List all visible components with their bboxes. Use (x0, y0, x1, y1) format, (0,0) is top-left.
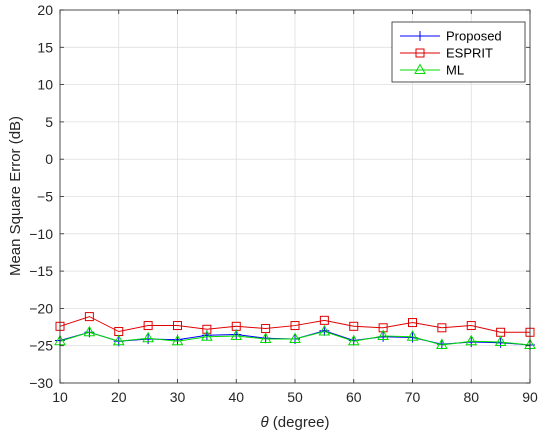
x-axis-title-symbol: θ (260, 414, 268, 431)
data-point-ml (494, 335, 507, 346)
x-tick-label: 40 (228, 389, 244, 405)
data-point-esprit (173, 321, 182, 331)
legend: Proposed ESPRIT ML (391, 21, 526, 83)
data-point-ml (142, 331, 154, 343)
y-tick-label: −5 (37, 189, 53, 205)
data-point-ml (465, 334, 478, 346)
series-ml (54, 324, 536, 349)
legend-box (391, 21, 526, 83)
series-layer (54, 312, 536, 350)
y-tick-label: 5 (45, 114, 53, 130)
x-tick-label: 30 (170, 389, 186, 405)
data-point-ml (436, 338, 448, 349)
y-tick-label: −30 (29, 375, 53, 391)
series-line-ml (59, 331, 531, 346)
y-tick-label: −10 (29, 226, 53, 242)
x-tick-label: 60 (346, 389, 362, 405)
legend-entry-ml: ML (400, 63, 464, 78)
x-tick-label: 80 (463, 389, 479, 405)
data-point-esprit (408, 318, 417, 328)
data-point-esprit (84, 312, 94, 322)
data-point-esprit (437, 323, 447, 333)
x-tick-label: 70 (405, 389, 421, 405)
data-point-esprit (319, 315, 329, 325)
x-axis-title-text: (degree) (269, 414, 330, 431)
x-tick-label: 20 (111, 389, 127, 405)
data-point-ml (318, 324, 331, 336)
y-tick-label: 0 (45, 151, 53, 167)
data-point-ml (83, 325, 96, 337)
data-point-esprit (466, 321, 476, 331)
y-tick-label: −25 (29, 338, 53, 354)
y-tick-label: −20 (29, 300, 53, 316)
axis-ticks (59, 9, 531, 384)
legend-label-ml: ML (446, 63, 464, 78)
legend-label-proposed: Proposed (446, 29, 502, 44)
series-line-esprit (59, 316, 530, 333)
data-point-esprit (290, 321, 300, 331)
data-point-ml (406, 330, 419, 341)
data-point-ml (171, 334, 184, 346)
y-tick-label: 10 (37, 77, 53, 93)
data-point-ml (230, 329, 243, 341)
series-esprit (55, 312, 535, 337)
legend-entry-esprit: ESPRIT (400, 46, 493, 61)
data-point-esprit (143, 321, 153, 331)
data-point-ml (201, 330, 213, 341)
y-tick-label: −15 (29, 263, 53, 279)
legend-marker-esprit (415, 48, 425, 58)
x-axis-title: θ (degree) (260, 414, 329, 431)
data-point-ml (259, 332, 272, 343)
data-point-ml (377, 329, 389, 341)
y-tick-label: 15 (37, 39, 53, 55)
y-axis-title: Mean Square Error (dB) (7, 116, 24, 276)
data-point-ml (289, 332, 301, 343)
data-point-esprit (349, 321, 359, 331)
x-tick-label: 10 (52, 389, 68, 405)
legend-marker-proposed (415, 31, 425, 41)
x-tick-label: 90 (522, 389, 538, 405)
legend-marker-ml (414, 63, 426, 74)
data-point-proposed (319, 325, 330, 336)
x-tick-label: 50 (287, 389, 303, 405)
axis-tick-labels: 10 20 30 40 50 60 70 80 9020151050−5−10−15−20−25… (29, 2, 538, 405)
y-tick-label: 20 (37, 2, 53, 18)
legend-entry-proposed: Proposed (400, 29, 502, 44)
data-point-ml (112, 334, 125, 346)
data-point-ml (347, 334, 360, 346)
legend-label-esprit: ESPRIT (446, 46, 493, 61)
